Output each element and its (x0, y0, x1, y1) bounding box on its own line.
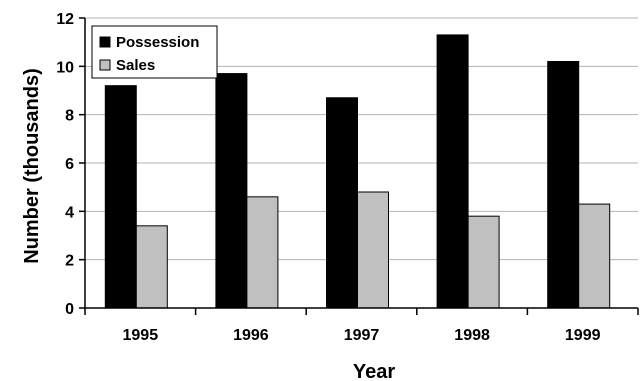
x-tick-label-1995: 1995 (123, 327, 159, 344)
x-tick-label-1998: 1998 (454, 327, 490, 344)
y-tick-label: 6 (65, 156, 74, 173)
y-tick-label: 10 (56, 59, 74, 76)
y-tick-label: 4 (65, 204, 74, 221)
legend-swatch-possession (99, 36, 111, 48)
x-tick-label-1996: 1996 (233, 327, 269, 344)
bar-possession-1999 (547, 61, 580, 309)
bar-possession-1998 (436, 34, 469, 309)
y-tick-label: 0 (65, 301, 74, 318)
legend-swatch-sales (99, 59, 111, 71)
bar-possession-1996 (215, 73, 248, 309)
legend: Possession Sales (91, 25, 218, 79)
bar-sales-1998 (467, 215, 500, 309)
bar-possession-1995 (104, 85, 137, 309)
x-axis-title: Year (353, 361, 395, 381)
legend-label-possession: Possession (116, 34, 199, 51)
y-tick-label: 12 (56, 11, 74, 28)
x-tick-label-1999: 1999 (565, 327, 601, 344)
y-tick-label: 2 (65, 253, 74, 270)
y-axis-title: Number (thousands) (21, 68, 43, 264)
bar-sales-1997 (357, 191, 389, 309)
bar-sales-1996 (246, 196, 279, 309)
bar-sales-1999 (578, 203, 611, 309)
axes: 0 2 4 6 8 10 12 1995 1996 1997 1998 1999 (56, 11, 639, 344)
y-tick-label: 8 (65, 108, 74, 125)
bar-possession-1997 (326, 97, 358, 309)
bars (104, 34, 611, 309)
bar-sales-1995 (135, 225, 168, 309)
legend-box (91, 25, 218, 79)
legend-label-sales: Sales (116, 57, 155, 74)
x-tick-label-1997: 1997 (344, 327, 380, 344)
